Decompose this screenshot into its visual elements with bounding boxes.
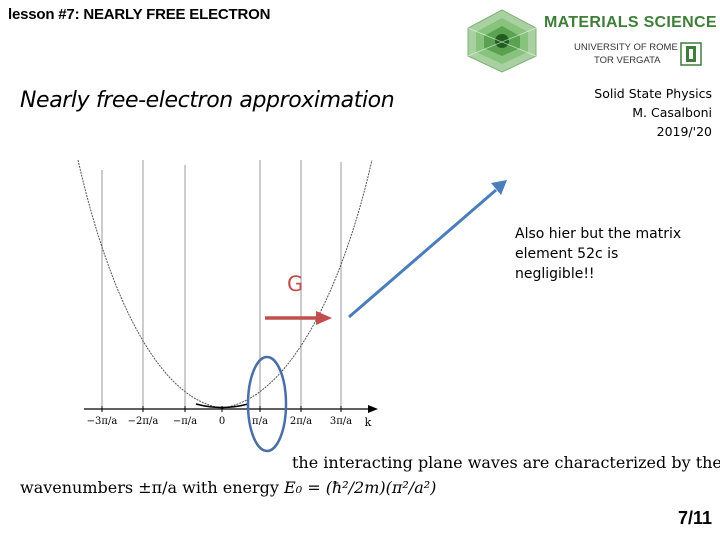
tick-label: −3π/a (87, 416, 118, 427)
slide-heading: Nearly free-electron approximation (20, 88, 395, 113)
k-axis-label: k (365, 416, 372, 429)
tick-label: 0 (219, 416, 225, 427)
tick-label: 3π/a (330, 416, 352, 427)
zone-boundary-lines (101, 160, 342, 408)
course-name: Solid State Physics (594, 86, 712, 101)
course-author: M. Casalboni (632, 105, 712, 120)
caption-line-2: wavenumbers ±π/a with energy E₀ = (ħ²/2m… (20, 478, 436, 497)
blue-arrow-head (491, 180, 507, 195)
g-vector-label: G (287, 272, 304, 296)
caption-line-1: the interacting plane waves are characte… (292, 453, 720, 472)
energy-formula: E₀ = (ħ²/2m)(π²/a²) (284, 478, 437, 497)
university-crest-icon (680, 42, 702, 66)
caption-line-2-text: wavenumbers ±π/a with energy (20, 478, 285, 497)
materials-science-logo: MATERIALS SCIENCE UNIVERSITY OF ROME TOR… (462, 8, 717, 74)
tick-label: −2π/a (128, 416, 159, 427)
axis-ticks (101, 406, 342, 412)
lesson-title: lesson #7: NEARLY FREE ELECTRON (8, 6, 271, 23)
k-axis-arrowhead (368, 405, 378, 413)
annotation-note: Also hier but the matrix element 52c is … (515, 226, 682, 282)
tick-label: π/a (252, 416, 268, 427)
tick-label: 2π/a (290, 416, 312, 427)
logo-university: UNIVERSITY OF ROME (574, 42, 678, 53)
tick-labels: −3π/a −2π/a −π/a 0 π/a 2π/a 3π/a k (87, 416, 372, 429)
parabola-curve (77, 159, 373, 409)
highlight-ellipse (246, 355, 288, 453)
course-year: 2019/'20 (656, 124, 712, 139)
course-info: Solid State Physics M. Casalboni 2019/'2… (594, 84, 712, 141)
tick-label: −π/a (173, 416, 197, 427)
blue-arrow-shaft (348, 188, 497, 319)
logo-campus: TOR VERGATA (594, 55, 661, 66)
logo-title: MATERIALS SCIENCE (544, 14, 717, 31)
red-arrow-head (316, 311, 332, 325)
hexagon-emblem-icon (467, 9, 537, 73)
page-number: 7/11 (677, 508, 712, 528)
